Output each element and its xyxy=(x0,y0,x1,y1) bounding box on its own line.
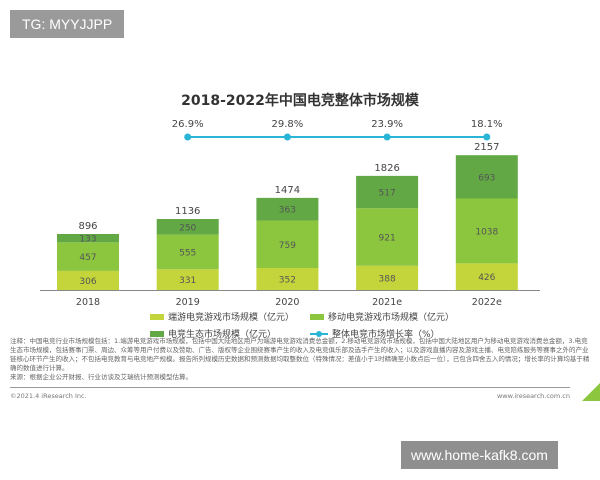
legend-label: 电竞生态市场规模（亿元） xyxy=(168,330,277,340)
watermark-top: TG: MYYJJPP xyxy=(10,10,125,38)
chart: 306 457 133 896 2018 331 555 250 1136 2019 352 759 3… xyxy=(40,119,540,308)
legend-swatch xyxy=(150,313,164,320)
bar-total-label: 1474 xyxy=(275,185,300,196)
bar-value-label: 352 xyxy=(279,276,296,286)
bar-segment xyxy=(256,268,319,290)
growth-label: 18.1% xyxy=(471,119,503,130)
bar-value-label: 388 xyxy=(379,274,396,284)
bar-segment xyxy=(256,197,319,221)
legend-label: 端游电竞游戏市场规模（亿元） xyxy=(168,313,295,323)
bar-value-label: 457 xyxy=(79,253,96,263)
watermark-bottom: www.home-kafk8.com xyxy=(401,441,558,469)
legend-swatch xyxy=(150,330,164,337)
notes: 注释：中国电竞行业市场规模包括：1.端游电竞游戏市场规模，包括中国大陆地区用户为… xyxy=(10,337,590,382)
bar-segment xyxy=(156,234,219,270)
corner-decoration xyxy=(582,383,600,401)
x-tick-label: 2021e xyxy=(372,297,402,308)
legend-label: 移动电竞游戏市场规模（亿元） xyxy=(328,313,455,323)
legend: 端游电竞游戏市场规模（亿元） 移动电竞游戏市场规模（亿元） 电竞生态市场规模（亿… xyxy=(150,310,480,340)
bar-value-label: 363 xyxy=(279,206,296,216)
bar-segment xyxy=(156,219,219,235)
bar-segment xyxy=(156,269,219,290)
bar-value-label: 555 xyxy=(179,248,196,258)
bar-segment xyxy=(256,220,319,268)
bar-value-label: 759 xyxy=(279,241,296,251)
bar-segment xyxy=(356,265,419,290)
source-text: 来源：根据企业公开财报、行业访谈及艾瑞统计预测模型估算。 xyxy=(10,373,192,381)
bar-total-label: 2157 xyxy=(474,142,499,153)
bar-segment xyxy=(57,242,119,271)
bar-value-label: 306 xyxy=(79,277,96,287)
bar-segment xyxy=(57,234,119,243)
bar-segment xyxy=(57,270,119,290)
bar-segment xyxy=(455,263,518,290)
bar-segment xyxy=(455,155,518,199)
legend-line-marker xyxy=(310,330,328,337)
legend-item-growth: 整体电竞市场增长率（%） xyxy=(310,327,480,340)
x-tick-label: 2022e xyxy=(472,297,502,308)
bar-value-label: 693 xyxy=(478,173,495,183)
bar-total-label: 1826 xyxy=(374,163,399,174)
growth-point xyxy=(184,133,192,141)
legend-label: 整体电竞市场增长率（%） xyxy=(332,330,440,340)
x-tick-label: 2020 xyxy=(275,297,299,308)
growth-label: 26.9% xyxy=(172,119,204,130)
bar-value-label: 517 xyxy=(379,189,396,199)
notes-text: 注释：中国电竞行业市场规模包括：1.端游电竞游戏市场规模，包括中国大陆地区用户为… xyxy=(10,337,590,372)
legend-item-ecosystem: 电竞生态市场规模（亿元） xyxy=(150,327,310,340)
bar-total-label: 1136 xyxy=(175,206,200,217)
footer: ©2021.4 iResearch Inc. www.iresearch.com… xyxy=(10,387,570,400)
legend-item-mobile: 移动电竞游戏市场规模（亿元） xyxy=(310,310,480,323)
growth-label: 29.8% xyxy=(272,119,304,130)
bar-segment xyxy=(356,175,419,209)
bar-value-label: 331 xyxy=(179,276,196,286)
growth-point xyxy=(283,133,291,141)
legend-item-pc: 端游电竞游戏市场规模（亿元） xyxy=(150,310,310,323)
bar-total-label: 896 xyxy=(78,221,97,232)
bar-value-label: 1038 xyxy=(475,227,498,237)
growth-point xyxy=(483,133,491,141)
bar-value-label: 250 xyxy=(179,223,196,233)
x-tick-label: 2018 xyxy=(76,297,100,308)
bar-segment xyxy=(455,198,518,264)
legend-swatch xyxy=(310,313,324,320)
chart-title: 2018-2022年中国电竞整体市场规模 xyxy=(181,93,419,109)
growth-label: 23.9% xyxy=(371,119,403,130)
copyright: ©2021.4 iResearch Inc. xyxy=(10,392,87,400)
website: www.iresearch.com.cn xyxy=(496,392,570,400)
bar-value-label: 426 xyxy=(478,273,495,283)
x-tick-label: 2019 xyxy=(176,297,200,308)
bar-value-label: 921 xyxy=(379,233,396,243)
bar-segment xyxy=(356,208,419,266)
growth-point xyxy=(383,133,391,141)
bar-value-label: 133 xyxy=(79,235,96,245)
